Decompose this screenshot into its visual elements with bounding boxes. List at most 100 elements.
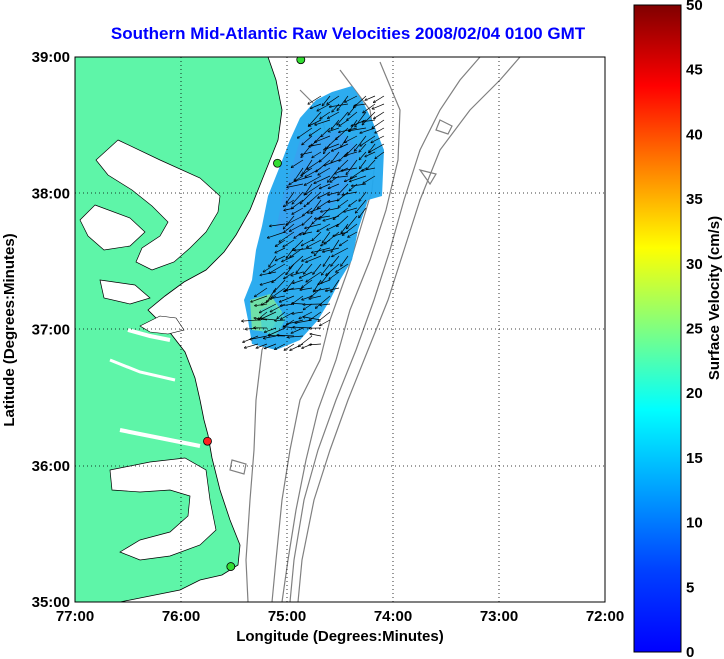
velocity-arrow: [315, 215, 331, 219]
velocity-arrow: [372, 103, 385, 109]
velocity-arrow: [328, 199, 340, 202]
velocity-arrow: [309, 344, 322, 345]
velocity-arrow: [349, 127, 367, 131]
velocity-arrow: [328, 127, 340, 132]
velocity-arrow: [290, 343, 304, 350]
velocity-arrow: [365, 151, 376, 157]
grid-lines: [75, 57, 605, 602]
velocity-arrow: [275, 343, 286, 349]
velocity-arrow: [362, 119, 376, 122]
velocity-arrow: [303, 317, 322, 321]
velocity-arrow: [331, 239, 340, 252]
velocity-arrow: [275, 247, 286, 253]
velocity-arrow: [270, 295, 286, 299]
velocity-arrow: [312, 151, 322, 158]
red-station-marker: [203, 436, 212, 446]
velocity-arrow: [309, 311, 322, 320]
velocity-arrow: [345, 135, 358, 142]
velocity-arrow: [337, 191, 349, 201]
velocity-arrow: [294, 247, 313, 250]
velocity-arrow: [261, 295, 277, 305]
velocity-arrow: [275, 320, 286, 321]
velocity-arrow: [371, 135, 385, 143]
velocity-arrow: [311, 287, 322, 297]
velocity-arrow: [355, 111, 367, 127]
y-tick-label: 37:00: [32, 322, 70, 339]
velocity-arrow: [265, 343, 277, 349]
velocity-arrow: [341, 167, 358, 171]
velocity-arrow: [375, 127, 385, 133]
x-tick-label: 74:00: [374, 608, 412, 625]
velocity-arrow: [284, 271, 295, 279]
velocity-arrow: [305, 223, 322, 228]
velocity-arrow: [282, 255, 295, 262]
velocity-arrow: [299, 231, 313, 235]
velocity-arrow: [283, 239, 295, 247]
velocity-arrow: [309, 295, 322, 299]
velocity-arrow: [332, 143, 349, 151]
velocity-arrow: [302, 215, 313, 225]
colorbar-tick-label: 15: [686, 450, 703, 467]
velocity-arrow: [265, 327, 277, 332]
velocity-arrow: [359, 207, 367, 218]
y-axis-label: Latitude (Degrees:Minutes): [1, 233, 18, 426]
velocity-arrow: [308, 95, 322, 104]
green-station-marker: [296, 57, 306, 65]
x-tick-label: 75:00: [268, 608, 306, 625]
green-station-marker: [273, 158, 282, 168]
velocity-arrow: [346, 159, 358, 174]
velocity-arrow: [309, 127, 322, 136]
velocity-arrow: [284, 199, 295, 207]
velocity-arrow: [304, 223, 313, 235]
velocity-arrow: [302, 279, 313, 288]
velocity-arrow: [263, 263, 277, 272]
velocity-arrow: [328, 183, 340, 188]
velocity-arrow: [260, 319, 277, 321]
velocity-arrow: [356, 199, 367, 213]
velocity-field: [242, 86, 385, 350]
velocity-arrow: [312, 231, 322, 241]
velocity-arrow: [307, 159, 322, 169]
velocity-arrow: [326, 135, 340, 149]
velocity-arrow: [300, 271, 313, 278]
velocity-arrow: [333, 231, 349, 236]
velocity-arrow: [301, 151, 313, 155]
velocity-arrow: [292, 311, 304, 314]
velocity-arrow: [292, 207, 304, 214]
velocity-arrow: [306, 271, 322, 282]
velocity-arrow: [323, 255, 331, 266]
velocity-arrow: [331, 119, 340, 129]
velocity-arrow: [264, 335, 277, 338]
velocity-arrow: [374, 95, 385, 102]
velocity-arrow: [284, 343, 295, 350]
velocity-arrow: [330, 103, 349, 107]
velocity-arrow: [318, 279, 331, 284]
velocity-arrow: [369, 143, 385, 153]
velocity-arrow: [328, 111, 340, 118]
velocity-arrow: [365, 95, 376, 100]
velocity-arrow: [327, 95, 340, 104]
velocity-arrow: [261, 279, 277, 285]
velocity-arrow: [295, 175, 313, 181]
velocity-arrow: [345, 95, 358, 102]
velocity-arrow: [302, 255, 313, 261]
velocity-arrow: [307, 207, 322, 213]
velocity-arrow: [291, 271, 304, 276]
velocity-arrow: [286, 215, 304, 225]
velocity-arrow: [286, 191, 295, 203]
velocity-arrow: [302, 239, 313, 246]
velocity-arrow: [292, 303, 304, 304]
velocity-arrow: [331, 151, 340, 163]
velocity-arrow: [315, 119, 331, 125]
velocity-arrow: [346, 151, 358, 155]
velocity-arrow: [291, 327, 304, 333]
velocity-arrow: [269, 263, 286, 273]
colorbar-tick-label: 0: [686, 644, 694, 659]
velocity-arrow: [328, 191, 340, 195]
velocity-arrow: [341, 223, 349, 233]
velocity-arrow: [286, 263, 295, 275]
velocity-arrow: [331, 279, 340, 292]
colorbar-tick-label: 30: [686, 256, 703, 273]
velocity-arrow: [352, 183, 367, 186]
